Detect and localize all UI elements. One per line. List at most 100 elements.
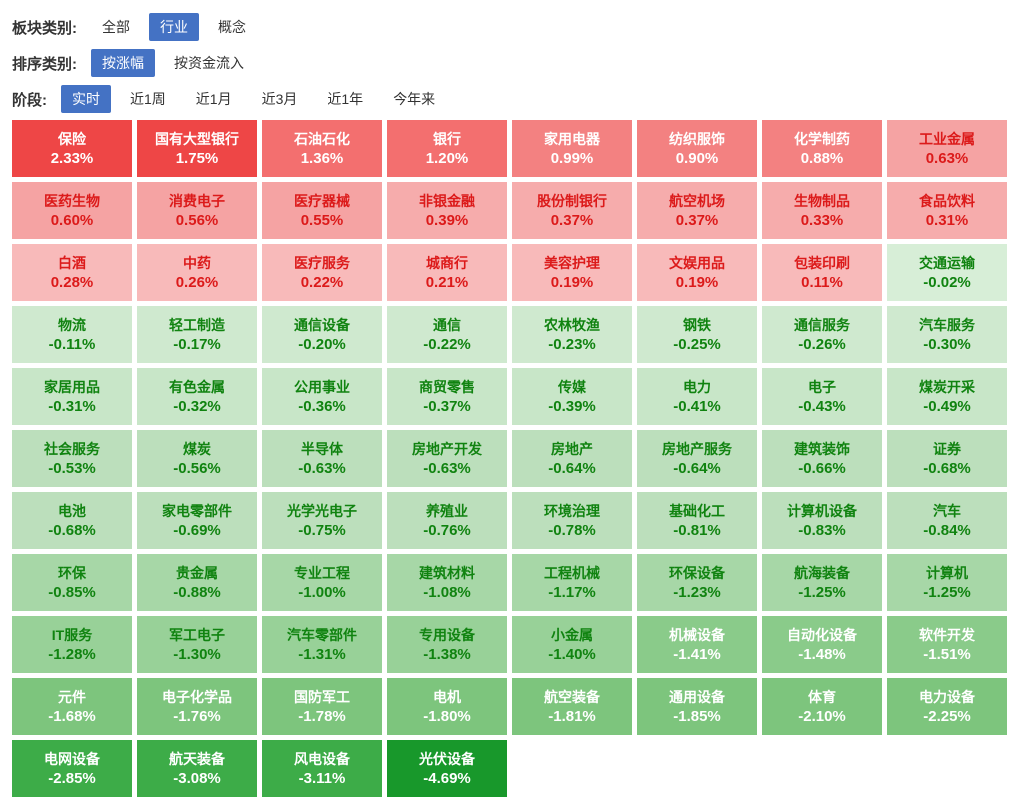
sector-tile[interactable]: 工程机械 -1.17% (512, 554, 632, 611)
filter-option-sector-category-1[interactable]: 行业 (149, 13, 199, 41)
sector-tile[interactable]: 航空装备 -1.81% (512, 678, 632, 735)
sector-tile[interactable]: 保险 2.33% (12, 120, 132, 177)
sector-tile[interactable]: 银行 1.20% (387, 120, 507, 177)
filter-option-sector-category-0[interactable]: 全部 (102, 19, 130, 35)
filter-option-period-5[interactable]: 今年来 (393, 91, 436, 107)
sector-tile[interactable]: 交通运输 -0.02% (887, 244, 1007, 301)
filter-option-period-1[interactable]: 近1周 (130, 91, 166, 107)
sector-tile[interactable]: 小金属 -1.40% (512, 616, 632, 673)
sector-tile[interactable]: 汽车 -0.84% (887, 492, 1007, 549)
sector-tile[interactable]: 电网设备 -2.85% (12, 740, 132, 797)
sector-tile[interactable]: 医药生物 0.60% (12, 182, 132, 239)
sector-tile[interactable]: 煤炭开采 -0.49% (887, 368, 1007, 425)
sector-tile[interactable]: 食品饮料 0.31% (887, 182, 1007, 239)
sector-tile[interactable]: 石油石化 1.36% (262, 120, 382, 177)
sector-tile[interactable]: 家居用品 -0.31% (12, 368, 132, 425)
sector-tile[interactable]: 养殖业 -0.76% (387, 492, 507, 549)
sector-tile[interactable]: 医疗服务 0.22% (262, 244, 382, 301)
sector-tile[interactable]: 汽车服务 -0.30% (887, 306, 1007, 363)
filter-option-sort-category-0[interactable]: 按涨幅 (91, 49, 155, 77)
filter-option-sort-category-1[interactable]: 按资金流入 (174, 55, 244, 71)
sector-tile[interactable]: 消费电子 0.56% (137, 182, 257, 239)
sector-tile[interactable]: 房地产开发 -0.63% (387, 430, 507, 487)
sector-tile[interactable]: 环保设备 -1.23% (637, 554, 757, 611)
sector-tile[interactable]: 文娱用品 0.19% (637, 244, 757, 301)
sector-tile[interactable]: 有色金属 -0.32% (137, 368, 257, 425)
filter-option-period-4[interactable]: 近1年 (327, 91, 364, 107)
sector-tile[interactable]: 半导体 -0.63% (262, 430, 382, 487)
sector-tile[interactable]: 环保 -0.85% (12, 554, 132, 611)
sector-change: 0.33% (800, 211, 844, 229)
sector-tile[interactable]: 通信设备 -0.20% (262, 306, 382, 363)
sector-tile[interactable]: 计算机 -1.25% (887, 554, 1007, 611)
sector-tile[interactable]: 环境治理 -0.78% (512, 492, 632, 549)
sector-tile[interactable]: 生物制品 0.33% (762, 182, 882, 239)
sector-tile[interactable]: 航空机场 0.37% (637, 182, 757, 239)
sector-tile[interactable]: 医疗器械 0.55% (262, 182, 382, 239)
sector-tile[interactable]: 计算机设备 -0.83% (762, 492, 882, 549)
sector-tile[interactable]: 国有大型银行 1.75% (137, 120, 257, 177)
sector-name: 银行 (433, 130, 461, 147)
sector-tile[interactable]: 房地产 -0.64% (512, 430, 632, 487)
sector-tile[interactable]: 电池 -0.68% (12, 492, 132, 549)
filter-option-period-2[interactable]: 近1月 (195, 91, 232, 107)
sector-tile[interactable]: 建筑材料 -1.08% (387, 554, 507, 611)
sector-tile[interactable]: 煤炭 -0.56% (137, 430, 257, 487)
sector-tile[interactable]: 轻工制造 -0.17% (137, 306, 257, 363)
filter-option-period-0[interactable]: 实时 (61, 85, 111, 113)
sector-tile[interactable]: 公用事业 -0.36% (262, 368, 382, 425)
sector-name: 风电设备 (294, 750, 350, 767)
sector-tile[interactable]: 光伏设备 -4.69% (387, 740, 507, 797)
sector-tile[interactable]: 建筑装饰 -0.66% (762, 430, 882, 487)
sector-tile[interactable]: 房地产服务 -0.64% (637, 430, 757, 487)
sector-tile[interactable]: 城商行 0.21% (387, 244, 507, 301)
sector-tile[interactable]: 通信 -0.22% (387, 306, 507, 363)
sector-tile[interactable]: 工业金属 0.63% (887, 120, 1007, 177)
sector-tile[interactable]: 白酒 0.28% (12, 244, 132, 301)
sector-tile[interactable]: 社会服务 -0.53% (12, 430, 132, 487)
sector-tile[interactable]: 通信服务 -0.26% (762, 306, 882, 363)
sector-tile[interactable]: 电机 -1.80% (387, 678, 507, 735)
sector-tile[interactable]: 元件 -1.68% (12, 678, 132, 735)
sector-tile[interactable]: 美容护理 0.19% (512, 244, 632, 301)
sector-tile[interactable]: 物流 -0.11% (12, 306, 132, 363)
sector-tile[interactable]: 电力 -0.41% (637, 368, 757, 425)
sector-tile[interactable]: 航天装备 -3.08% (137, 740, 257, 797)
sector-tile[interactable]: 中药 0.26% (137, 244, 257, 301)
sector-tile[interactable]: 机械设备 -1.41% (637, 616, 757, 673)
sector-tile[interactable]: 家用电器 0.99% (512, 120, 632, 177)
sector-tile[interactable]: 软件开发 -1.51% (887, 616, 1007, 673)
sector-tile[interactable]: 专用设备 -1.38% (387, 616, 507, 673)
sector-tile[interactable]: 自动化设备 -1.48% (762, 616, 882, 673)
sector-tile[interactable]: 商贸零售 -0.37% (387, 368, 507, 425)
sector-tile[interactable]: 专业工程 -1.00% (262, 554, 382, 611)
sector-tile[interactable]: 钢铁 -0.25% (637, 306, 757, 363)
sector-tile[interactable]: 贵金属 -0.88% (137, 554, 257, 611)
sector-tile[interactable]: 体育 -2.10% (762, 678, 882, 735)
sector-tile[interactable]: 电力设备 -2.25% (887, 678, 1007, 735)
sector-tile[interactable]: 电子 -0.43% (762, 368, 882, 425)
sector-tile[interactable]: IT服务 -1.28% (12, 616, 132, 673)
filter-option-sector-category-2[interactable]: 概念 (218, 19, 246, 35)
sector-tile[interactable]: 证券 -0.68% (887, 430, 1007, 487)
filter-option-period-3[interactable]: 近3月 (261, 91, 298, 107)
sector-tile[interactable]: 航海装备 -1.25% (762, 554, 882, 611)
sector-tile[interactable]: 光学光电子 -0.75% (262, 492, 382, 549)
sector-tile[interactable]: 包装印刷 0.11% (762, 244, 882, 301)
sector-tile[interactable]: 纺织服饰 0.90% (637, 120, 757, 177)
sector-tile[interactable]: 电子化学品 -1.76% (137, 678, 257, 735)
sector-tile[interactable]: 风电设备 -3.11% (262, 740, 382, 797)
sector-tile[interactable]: 基础化工 -0.81% (637, 492, 757, 549)
sector-name: 光伏设备 (419, 750, 475, 767)
sector-name: 通信 (433, 316, 461, 333)
sector-tile[interactable]: 通用设备 -1.85% (637, 678, 757, 735)
sector-tile[interactable]: 股份制银行 0.37% (512, 182, 632, 239)
sector-tile[interactable]: 农林牧渔 -0.23% (512, 306, 632, 363)
sector-tile[interactable]: 传媒 -0.39% (512, 368, 632, 425)
sector-tile[interactable]: 化学制药 0.88% (762, 120, 882, 177)
sector-tile[interactable]: 国防军工 -1.78% (262, 678, 382, 735)
sector-tile[interactable]: 家电零部件 -0.69% (137, 492, 257, 549)
sector-tile[interactable]: 汽车零部件 -1.31% (262, 616, 382, 673)
sector-tile[interactable]: 非银金融 0.39% (387, 182, 507, 239)
sector-tile[interactable]: 军工电子 -1.30% (137, 616, 257, 673)
